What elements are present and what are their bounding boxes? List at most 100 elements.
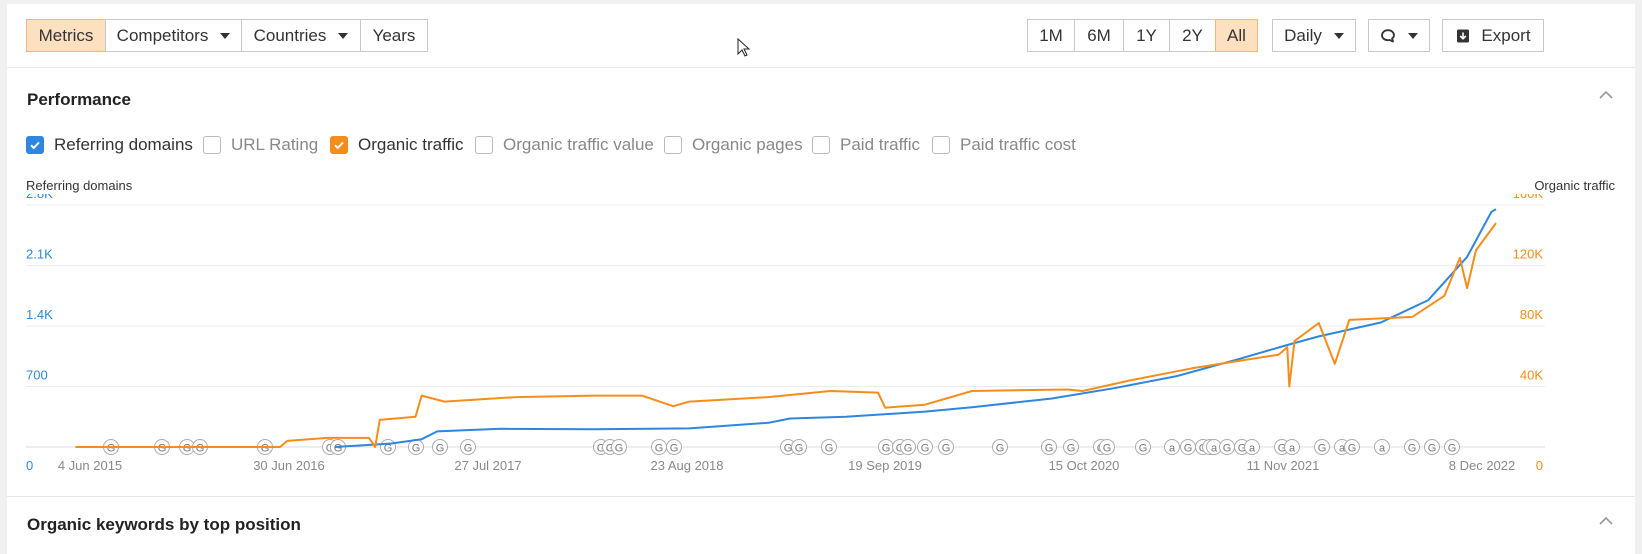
annotation-marker: G [1180, 439, 1196, 455]
tab-countries[interactable]: Countries [241, 19, 361, 52]
x-tick-label: 15 Oct 2020 [1049, 458, 1120, 473]
annotation-marker: G [380, 439, 396, 455]
left-tick-label: 1.4K [26, 307, 53, 322]
annotation-marker-circle [666, 439, 682, 455]
annotation-marker-circle [992, 439, 1008, 455]
annotation-marker-circle [611, 439, 627, 455]
annotation-marker-circle [1244, 439, 1260, 455]
range-label: 1Y [1136, 25, 1157, 45]
annotation-marker-circle [900, 439, 916, 455]
annotation-marker: G [878, 439, 894, 455]
checkbox-checked-icon [330, 136, 348, 154]
performance-chart[interactable]: 0 700 1.4K 2.1K 2.8K 0 40K 80K 120K 160K 4 Jun 201… [7, 194, 1635, 494]
annotations-dropdown[interactable] [1368, 19, 1430, 52]
chevron-down-icon [220, 32, 231, 39]
chevron-up-icon[interactable] [1599, 88, 1613, 102]
annotation-marker: G [1135, 439, 1151, 455]
mouse-cursor-icon [737, 38, 751, 57]
metric-label: Organic traffic [358, 135, 464, 154]
organic-traffic-line [75, 222, 1497, 448]
metric-label: Referring domains [54, 135, 193, 154]
range-1m-button[interactable]: 1M [1027, 19, 1075, 52]
annotation-marker: G [1424, 439, 1440, 455]
annotation-marker-circle [1344, 439, 1360, 455]
annotation-marker-label: G [384, 443, 393, 455]
left-tick-label: 2.8K [26, 194, 53, 201]
annotation-marker-label: G [784, 443, 793, 455]
annotation-marker-label: G [921, 443, 930, 455]
tab-competitors[interactable]: Competitors [105, 19, 242, 52]
annotation-marker: G [666, 439, 682, 455]
x-tick-label: 19 Sep 2019 [848, 458, 922, 473]
annotation-marker: G [460, 439, 476, 455]
annotation-marker-circle [917, 439, 933, 455]
chevron-down-icon [1333, 32, 1344, 39]
tab-metrics[interactable]: Metrics [26, 19, 106, 52]
annotation-marker-label: G [597, 443, 606, 455]
range-label: 2Y [1182, 25, 1203, 45]
annotation-marker-label: G [1223, 443, 1232, 455]
annotation-marker: G [1219, 439, 1235, 455]
annotation-marker-label: G [436, 443, 445, 455]
annotation-marker: a [1244, 439, 1260, 455]
annotation-marker: G [432, 439, 448, 455]
annotation-marker: G [938, 439, 954, 455]
annotation-marker: a [1284, 439, 1300, 455]
range-all-button[interactable]: All [1215, 19, 1258, 52]
checkbox-empty-icon [664, 136, 682, 154]
chevron-up-icon[interactable] [1599, 514, 1613, 528]
annotation-marker: G [611, 439, 627, 455]
annotation-marker-circle [1164, 439, 1180, 455]
referring-domains-line [334, 208, 1497, 448]
tab-years[interactable]: Years [360, 19, 428, 52]
interval-label: Daily [1284, 25, 1322, 45]
x-tick-label: 23 Aug 2018 [650, 458, 723, 473]
metric-checkbox[interactable]: Organic traffic [330, 134, 464, 156]
range-label: 6M [1087, 25, 1111, 45]
export-label: Export [1481, 25, 1531, 45]
annotation-marker-label: G [334, 443, 343, 455]
annotation-marker-circle [821, 439, 837, 455]
annotation-marker: a [1374, 439, 1390, 455]
range-label: All [1227, 25, 1246, 45]
annotation-marker-label: a [1289, 443, 1296, 455]
export-button[interactable]: Export [1442, 19, 1544, 52]
x-tick-label: 27 Jul 2017 [454, 458, 521, 473]
tab-years-label: Years [372, 25, 416, 45]
range-6m-button[interactable]: 6M [1074, 19, 1124, 52]
metric-checkbox[interactable]: Paid traffic [812, 134, 920, 156]
x-tick-label: 11 Nov 2021 [1247, 458, 1320, 473]
interval-dropdown[interactable]: Daily [1272, 19, 1356, 52]
metric-checkbox[interactable]: URL Rating [203, 134, 318, 156]
toolbar: Metrics Competitors Countries Years 1M 6… [7, 4, 1635, 68]
annotation-marker-label: a [1169, 443, 1176, 455]
metric-checkbox[interactable]: Paid traffic cost [932, 134, 1076, 156]
left-tick-label: 0 [26, 458, 33, 473]
metric-label: URL Rating [231, 135, 319, 154]
annotation-marker: G [1063, 439, 1079, 455]
annotation-marker-circle [1063, 439, 1079, 455]
metric-label: Organic pages [692, 135, 803, 154]
tab-metrics-label: Metrics [38, 25, 94, 45]
annotation-marker: G [1344, 439, 1360, 455]
metric-label: Paid traffic cost [960, 135, 1076, 154]
annotation-marker-label: G [1448, 443, 1457, 455]
annotation-marker-circle [432, 439, 448, 455]
annotation-marker-circle [1374, 439, 1390, 455]
performance-title: Performance [27, 90, 131, 109]
right-tick-label: 80K [1520, 307, 1543, 322]
annotation-marker: G [1444, 439, 1460, 455]
annotation-marker-label: a [1379, 443, 1386, 455]
range-1y-button[interactable]: 1Y [1123, 19, 1170, 52]
range-2y-button[interactable]: 2Y [1169, 19, 1216, 52]
annotation-marker-label: G [1348, 443, 1357, 455]
metric-label: Paid traffic [840, 135, 921, 154]
annotation-marker-circle [1135, 439, 1151, 455]
metric-checkbox[interactable]: Referring domains [26, 134, 193, 156]
metric-checkbox[interactable]: Organic traffic value [475, 134, 654, 156]
annotation-marker-label: G [326, 443, 335, 455]
section-divider [7, 496, 1635, 497]
annotation-marker-label: G [1318, 443, 1327, 455]
annotation-marker-circle [1099, 439, 1115, 455]
metric-checkbox[interactable]: Organic pages [664, 134, 803, 156]
